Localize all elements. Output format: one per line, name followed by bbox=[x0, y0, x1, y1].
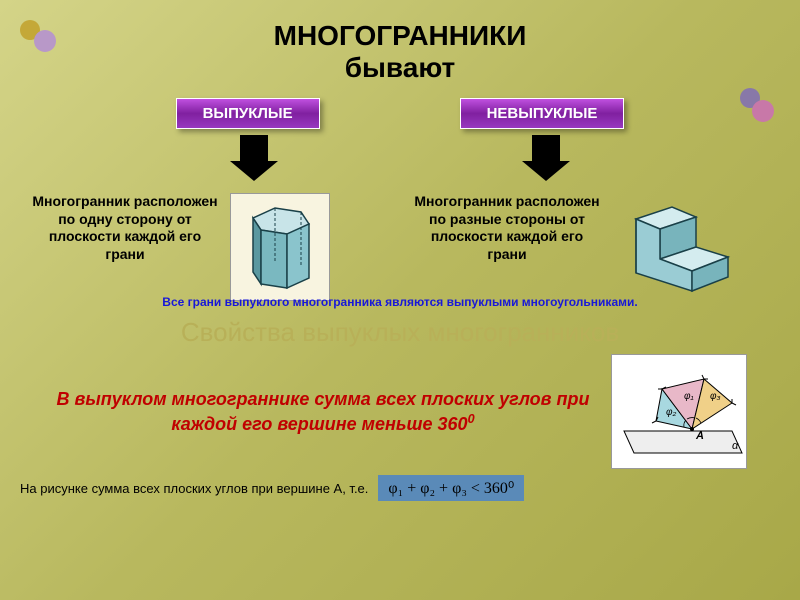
definition-nonconvex-text: Многогранник расположен по разные сторон… bbox=[414, 193, 599, 262]
title-line1: МНОГОГРАННИКИ bbox=[274, 20, 527, 51]
slide-title: МНОГОГРАННИКИ бывают bbox=[0, 0, 800, 84]
l-prism-icon bbox=[616, 197, 734, 297]
svg-text:φ₃: φ₃ bbox=[710, 391, 721, 402]
formula-text: φ₁ + φ₂ + φ₃ < 360⁰ bbox=[388, 480, 514, 497]
note-text: Все грани выпуклого многогранника являют… bbox=[162, 295, 637, 309]
corner-decoration-tl bbox=[20, 20, 62, 62]
definition-convex-text: Многогранник расположен по одну сторону … bbox=[32, 193, 217, 262]
hexagonal-prism-icon bbox=[235, 198, 325, 296]
arrow-down-icon bbox=[240, 135, 268, 163]
svg-text:φ₂: φ₂ bbox=[666, 407, 677, 418]
arrow-down-icon bbox=[532, 135, 560, 163]
category-nonconvex-label: НЕВЫПУКЛЫЕ bbox=[487, 105, 598, 122]
category-convex: ВЫПУКЛЫЕ bbox=[176, 98, 320, 129]
definitions-row: Многогранник расположен по одну сторону … bbox=[0, 193, 800, 301]
svg-text:α: α bbox=[732, 440, 739, 452]
formula-box: φ₁ + φ₂ + φ₃ < 360⁰ bbox=[378, 475, 524, 501]
nonconvex-shape-box bbox=[612, 193, 738, 301]
svg-text:A: A bbox=[695, 430, 704, 442]
corner-decoration-tr bbox=[740, 88, 782, 130]
category-nonconvex: НЕВЫПУКЛЫЕ bbox=[460, 98, 625, 129]
angles-diagram-box: α φ₂ φ₁ φ₃ A bbox=[611, 354, 747, 469]
title-line2: бывают bbox=[345, 52, 456, 83]
convex-shape-box bbox=[230, 193, 330, 301]
category-row: ВЫПУКЛЫЕ НЕВЫПУКЛЫЕ bbox=[0, 98, 800, 129]
property-row: В выпуклом многограннике сумма всех плос… bbox=[0, 354, 800, 469]
definition-nonconvex: Многогранник расположен по разные сторон… bbox=[412, 193, 770, 301]
svg-text:φ₁: φ₁ bbox=[684, 391, 694, 402]
property-superscript: 0 bbox=[468, 412, 475, 426]
footer-row: На рисунке сумма всех плоских углов при … bbox=[0, 475, 800, 501]
property-text: В выпуклом многограннике сумма всех плос… bbox=[56, 389, 589, 434]
section-title-text: Свойства выпуклых многогранников bbox=[181, 317, 619, 347]
category-convex-label: ВЫПУКЛЫЕ bbox=[203, 105, 293, 122]
angles-diagram-icon: α φ₂ φ₁ φ₃ A bbox=[614, 357, 744, 461]
arrow-row bbox=[0, 135, 800, 163]
definition-convex: Многогранник расположен по одну сторону … bbox=[30, 193, 388, 301]
footer-caption: На рисунке сумма всех плоских углов при … bbox=[20, 481, 368, 496]
section-title: Свойства выпуклых многогранников bbox=[0, 317, 800, 348]
